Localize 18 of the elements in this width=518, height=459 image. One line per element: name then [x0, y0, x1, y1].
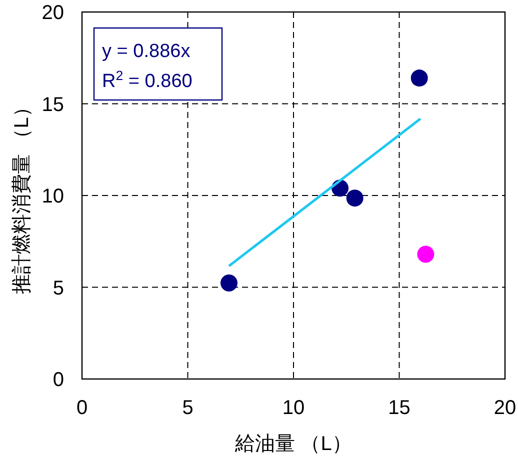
y-tick-label: 5 [52, 277, 64, 300]
y-tick-label: 10 [42, 186, 64, 208]
annotation: y = 0.886x [102, 41, 191, 62]
x-axis-title: 給油量 （L） [234, 433, 352, 455]
point [346, 190, 364, 207]
y-tick-label: 15 [42, 94, 64, 116]
x-tick-label: 15 [388, 397, 410, 419]
x-tick-label: 20 [494, 397, 516, 419]
point [410, 70, 428, 87]
x-tick-label: 10 [282, 397, 305, 419]
x-tick-label: 5 [182, 397, 194, 419]
point [417, 246, 434, 263]
y-axis-title: 推計燃料消費量 （L） [11, 97, 33, 294]
y-tick-label: 20 [42, 2, 64, 24]
y-tick-label: 0 [52, 369, 64, 391]
annotation: R$^{2}$ = 0.860 [102, 68, 192, 92]
point [220, 274, 238, 292]
x-tick-label: 0 [76, 397, 88, 419]
